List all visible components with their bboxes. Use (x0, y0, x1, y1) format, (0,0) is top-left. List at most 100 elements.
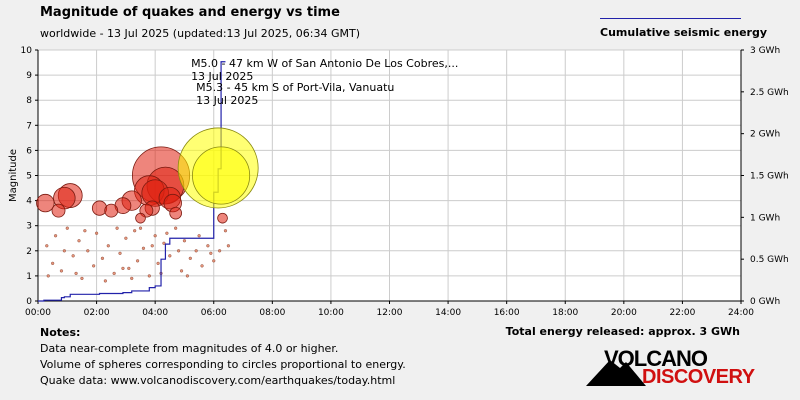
volcano-logo-icon (586, 360, 646, 386)
quake-dot-small (156, 261, 160, 265)
y-tick-label: 10 (21, 46, 33, 56)
y-tick-label: 1 (26, 272, 32, 282)
quake-dot-small (46, 274, 50, 278)
quake-dot-small (188, 256, 192, 260)
y2-tick-label: 0.5 GWh (750, 255, 789, 265)
quake-dot-small (194, 249, 198, 253)
quake-dot-small (200, 264, 204, 268)
x-tick-label: 20:00 (611, 308, 637, 318)
quake-circle (36, 193, 55, 213)
annotation-title: M5.0 - 47 km W of San Antonio De Los Cob… (191, 57, 458, 70)
y-tick-label: 6 (26, 146, 32, 156)
quake-dot-small (59, 269, 64, 273)
quake-dot-small (206, 244, 210, 248)
quake-circle (135, 212, 146, 224)
quake-dot-small (121, 266, 125, 270)
legend-label: Cumulative seismic energy (600, 26, 768, 39)
quake-dot-small (174, 226, 178, 230)
quake-circle-highlight (192, 146, 251, 205)
quake-dot-small (51, 261, 55, 265)
quake-dot-small (115, 226, 119, 230)
quake-dot-small (212, 259, 216, 263)
quake-dot-small (182, 239, 187, 243)
quake-dot-small (62, 249, 66, 253)
y-tick-label: 4 (26, 197, 32, 207)
chart-subtitle: worldwide - 13 Jul 2025 (updated:13 Jul … (40, 27, 361, 40)
quake-dot-small (92, 264, 96, 268)
quake-dot-small (127, 266, 131, 270)
quake-dot-small (74, 271, 78, 275)
quake-dot-small (103, 279, 107, 283)
quake-dot-small (106, 244, 110, 248)
y2-tick-label: 2.5 GWh (750, 88, 789, 98)
quake-dot-small (133, 229, 137, 233)
x-tick-label: 18:00 (552, 308, 578, 318)
quake-dot-small (86, 249, 90, 253)
annotation-date: 13 Jul 2025 (196, 94, 258, 107)
quake-dot-small (197, 234, 201, 238)
logo-line-2: DISCOVERY (642, 366, 755, 388)
quake-dot-small (112, 271, 116, 275)
x-tick-label: 12:00 (377, 308, 403, 318)
x-tick-label: 14:00 (435, 308, 461, 318)
x-tick-label: 22:00 (669, 308, 695, 318)
quake-circle (104, 203, 119, 218)
y-tick-label: 9 (26, 71, 32, 81)
quake-dot-small (65, 226, 69, 230)
y2-tick-label: 1 GWh (750, 213, 780, 223)
quake-dot-small (135, 259, 140, 263)
volcano-discovery-logo[interactable]: VOLCANO DISCOVERY (586, 346, 766, 390)
notes-line-3: Quake data: www.volcanodiscovery.com/ear… (40, 374, 396, 387)
y-axis-label: Magnitude (8, 149, 19, 202)
quake-dot-small (147, 274, 151, 278)
x-tick-label: 00:00 (25, 308, 51, 318)
x-tick-label: 16:00 (494, 308, 520, 318)
notes-block: Notes: Data near-complete from magnitude… (40, 325, 406, 389)
y-tick-label: 8 (26, 96, 32, 106)
y-tick-label: 2 (26, 247, 32, 257)
quake-circle (169, 206, 182, 220)
quake-dot-small (138, 226, 143, 230)
annotation-title: M5.3 - 45 km S of Port-Vila, Vanuatu (196, 81, 394, 94)
legend-line-sample (600, 18, 741, 19)
quake-circle (91, 200, 108, 216)
notes-line-1: Data near-complete from magnitudes of 4.… (40, 342, 339, 355)
quake-dot-small (162, 241, 166, 245)
quake-dot-small (100, 256, 105, 260)
x-tick-label: 02:00 (84, 308, 110, 318)
quake-dot-small (165, 231, 169, 235)
y2-tick-label: 1.5 GWh (750, 172, 789, 182)
quake-dot-small (179, 269, 184, 273)
y-tick-label: 3 (26, 222, 32, 232)
quake-circle (51, 203, 66, 218)
chart-title: Magnitude of quakes and energy vs time (40, 5, 340, 20)
quake-dot-small (153, 234, 157, 238)
annotation-date: 13 Jul 2025 (191, 70, 253, 83)
y2-tick-label: 2 GWh (750, 130, 780, 140)
quake-dot-small (177, 249, 181, 253)
notes-line-2: Volume of spheres corresponding to circl… (40, 358, 406, 371)
quake-dot-small (168, 254, 172, 258)
quake-dot-small (209, 251, 213, 255)
x-tick-label: 06:00 (201, 308, 227, 318)
quake-dot-small (185, 274, 189, 278)
quake-dot-small (118, 251, 122, 255)
quake-dot-small (77, 239, 81, 243)
y-tick-label: 0 (26, 297, 32, 307)
y-tick-label: 7 (26, 121, 32, 131)
quake-dot-small (150, 244, 154, 248)
x-tick-label: 04:00 (142, 308, 168, 318)
y-tick-label: 5 (26, 172, 32, 182)
quake-dot-small (218, 249, 222, 253)
quake-dot-small (71, 254, 75, 258)
quake-dot-small (141, 246, 146, 250)
x-tick-label: 24:00 (728, 308, 754, 318)
x-tick-label: 10:00 (318, 308, 344, 318)
y2-tick-label: 3 GWh (750, 46, 780, 56)
quake-dot-small (45, 244, 49, 248)
quake-dot-small (53, 234, 58, 238)
quake-dot-small (226, 244, 230, 248)
quake-circle (217, 212, 228, 224)
quake-dot-small (83, 229, 87, 233)
